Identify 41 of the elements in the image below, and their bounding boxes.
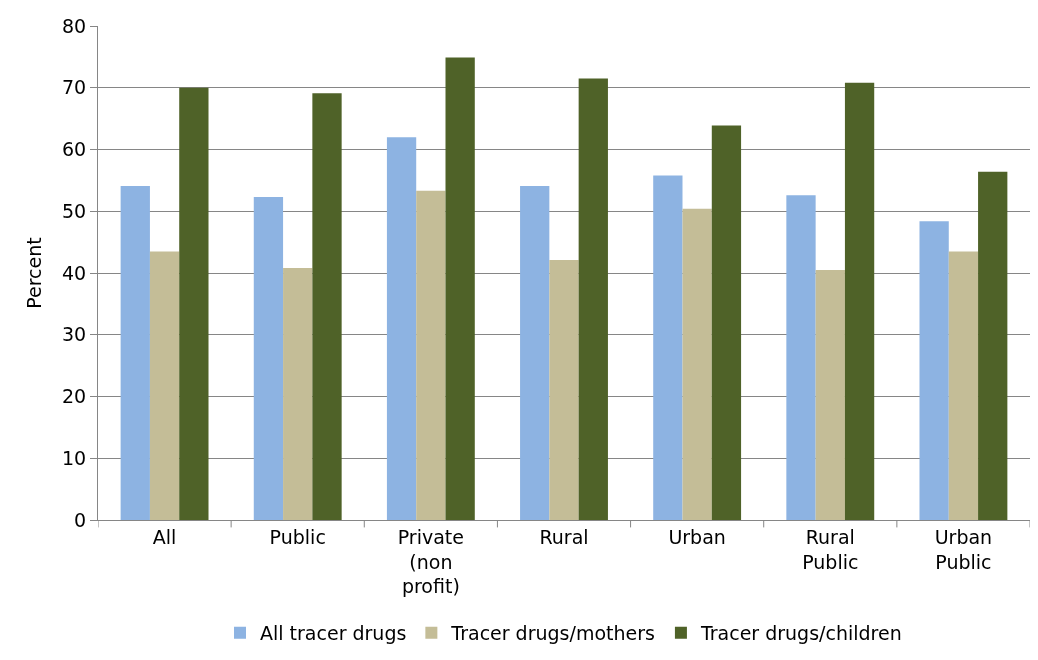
y-tick-label: 60: [62, 138, 87, 161]
bar: [948, 251, 979, 520]
bar: [445, 57, 475, 520]
bar: [815, 269, 845, 520]
bar: [786, 195, 816, 520]
bar: [149, 251, 180, 520]
x-tick-label: Rural Public: [802, 525, 859, 573]
bar: [120, 185, 150, 520]
legend-label: Tracer drugs/mothers: [450, 622, 655, 645]
y-tick-label: 10: [62, 446, 87, 469]
y-tick-label: 0: [74, 508, 87, 531]
bar: [416, 190, 446, 520]
legend-label: Tracer drugs/children: [699, 622, 902, 645]
y-tick-label: 80: [62, 14, 87, 37]
y-tick-label: 40: [62, 261, 87, 284]
x-tick-label: All: [152, 525, 177, 548]
y-tick-label: 30: [62, 323, 87, 346]
bar: [653, 175, 683, 520]
x-tick-label: Public: [269, 525, 326, 548]
y-tick-label: 70: [62, 76, 87, 99]
bar: [578, 78, 608, 520]
bar: [711, 125, 742, 520]
legend-label: All tracer drugs: [260, 622, 407, 645]
x-tick-label: Urban: [668, 525, 726, 548]
bar: [253, 197, 284, 520]
bar: [283, 268, 313, 520]
bar: [179, 87, 209, 520]
x-tick-label: Rural: [539, 525, 589, 548]
y-axis-title: Percent: [22, 237, 45, 309]
bar: [844, 82, 875, 520]
y-tick-label: 50: [62, 199, 87, 222]
bar: [520, 185, 550, 520]
bar: [919, 221, 949, 520]
bar: [312, 93, 342, 520]
bar: [386, 137, 417, 520]
x-tick-label: Private (non profit): [397, 525, 464, 598]
y-tick-label: 20: [62, 385, 87, 408]
bar: [549, 260, 579, 520]
x-tick-label: Urban Public: [934, 525, 993, 573]
bar: [682, 208, 712, 520]
bar: [978, 171, 1008, 520]
